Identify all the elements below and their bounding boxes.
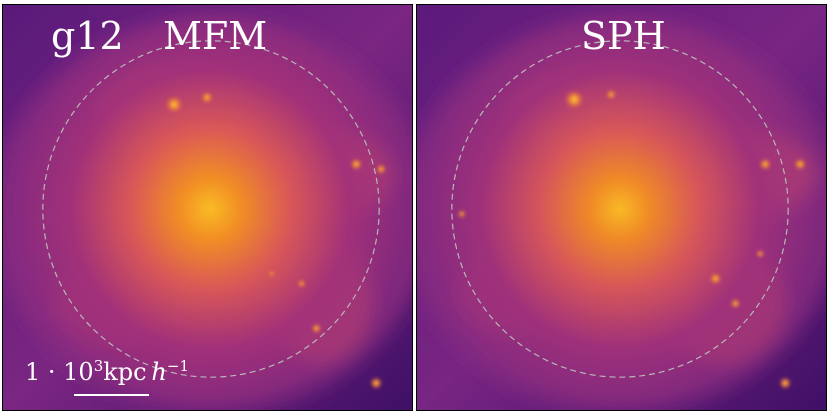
virial-radius-circle <box>451 40 789 378</box>
sph-density-panel: SPH <box>416 4 827 411</box>
mfm-density-panel: g12 MFM 1 · 103kpc h−1 <box>2 4 413 411</box>
sph-method-label: SPH <box>581 14 666 58</box>
mfm-method-label: MFM <box>163 14 268 58</box>
virial-radius-circle <box>42 40 380 378</box>
scale-prefix: 1 · 10 <box>25 358 94 386</box>
scale-bar-label: 1 · 103kpc h−1 <box>25 357 189 386</box>
scale-exponent: 3 <box>93 357 104 375</box>
sph-density-map <box>417 5 826 410</box>
mfm-density-map <box>3 5 412 410</box>
scale-h-exponent: −1 <box>166 357 189 375</box>
simulation-label: g12 <box>51 14 124 58</box>
scale-bar <box>74 394 149 396</box>
scale-h: h <box>151 358 167 386</box>
scale-unit: kpc <box>103 358 147 386</box>
